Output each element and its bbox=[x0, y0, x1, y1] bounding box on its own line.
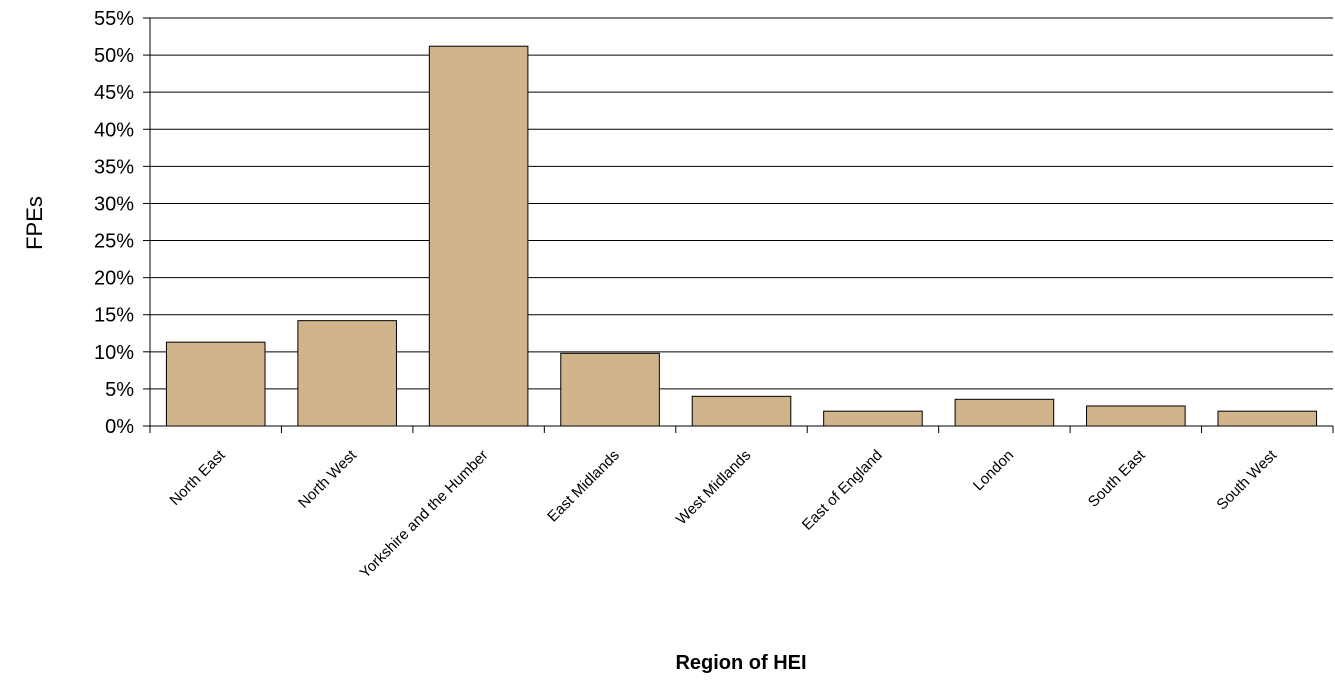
x-tick-label: East Midlands bbox=[544, 447, 623, 526]
bar bbox=[1086, 405, 1186, 427]
y-tick-label: 55% bbox=[94, 8, 134, 30]
x-tick-label: Yorkshire and the Humber bbox=[357, 447, 492, 582]
y-tick-label: 50% bbox=[94, 45, 134, 67]
y-axis-title: FPEs bbox=[22, 196, 47, 250]
x-tick-label: London bbox=[970, 447, 1017, 494]
x-tick-label: South West bbox=[1213, 446, 1280, 513]
y-tick-label: 25% bbox=[94, 231, 134, 253]
y-tick-label: 10% bbox=[94, 342, 134, 364]
bar bbox=[1217, 410, 1318, 427]
bar bbox=[954, 398, 1055, 427]
y-tick-label: 35% bbox=[94, 156, 134, 178]
y-tick-label: 30% bbox=[94, 193, 134, 215]
bar bbox=[297, 320, 397, 427]
axes bbox=[143, 17, 1334, 433]
y-tick-label: 15% bbox=[94, 305, 134, 327]
bar bbox=[560, 352, 660, 427]
bar bbox=[165, 341, 266, 427]
y-tick-label: 45% bbox=[94, 82, 134, 104]
x-tick-label: South East bbox=[1085, 446, 1149, 510]
x-axis-title: Region of HEI bbox=[675, 652, 806, 674]
bar bbox=[428, 45, 529, 427]
bars bbox=[165, 45, 1318, 427]
y-tick-label: 5% bbox=[105, 379, 134, 401]
bar bbox=[691, 395, 792, 427]
y-tick-label: 0% bbox=[105, 416, 134, 438]
y-tick-labels: 0% 5% 10% 15% 20% 25% 30% 35% 40% 45% 50% 55% bbox=[94, 8, 134, 438]
x-tick-label: North West bbox=[295, 446, 360, 511]
x-tick-label: North East bbox=[166, 446, 229, 509]
y-tick-label: 20% bbox=[94, 268, 134, 290]
y-tick-label: 40% bbox=[94, 119, 134, 141]
x-tick-label: East of England bbox=[799, 447, 886, 534]
bar bbox=[823, 410, 923, 427]
x-tick-label: West Midlands bbox=[673, 447, 754, 528]
